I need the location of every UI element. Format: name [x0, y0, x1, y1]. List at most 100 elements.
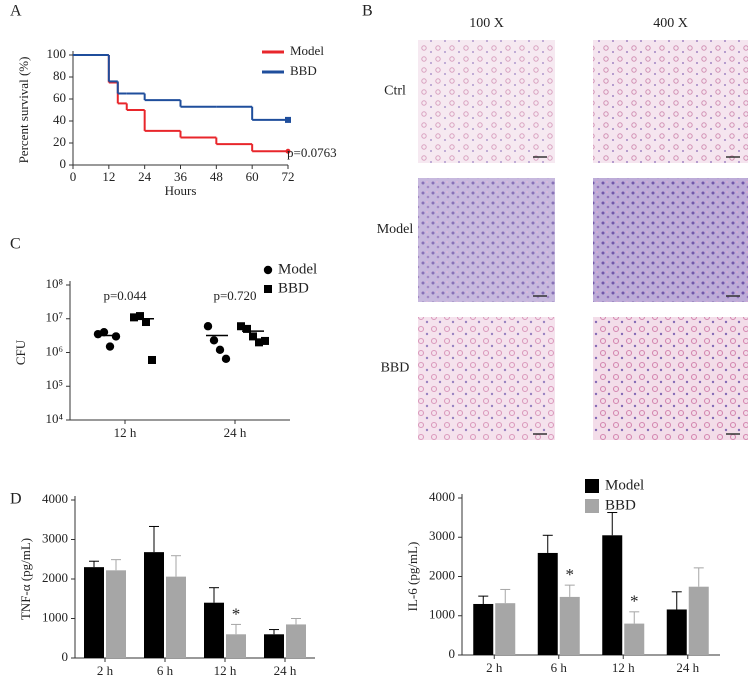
end-marker	[285, 116, 291, 123]
bar	[559, 596, 580, 655]
x-tick-label: 72	[282, 169, 295, 184]
x-tick-label: 60	[246, 169, 259, 184]
p-value: p=0.044	[103, 288, 147, 303]
x-tick-label: 2 h	[97, 663, 114, 678]
y-tick-label: 100	[47, 46, 67, 61]
bar	[166, 576, 186, 658]
bar	[106, 570, 126, 658]
legend-swatch	[585, 499, 599, 513]
point	[130, 313, 138, 322]
bar	[666, 609, 687, 655]
y-axis-label: TNF-α (pg/mL)	[18, 538, 33, 620]
legend-swatch	[585, 479, 599, 493]
row-label: Model	[377, 222, 414, 237]
y-tick-label: 20	[53, 134, 66, 149]
x-tick-label: 12	[102, 169, 115, 184]
x-axis-label: Hours	[165, 183, 197, 198]
point	[99, 327, 109, 337]
x-tick-label: 2 h	[486, 660, 503, 675]
bar	[537, 552, 558, 655]
histology-image	[418, 317, 555, 440]
x-tick-label: 36	[174, 169, 188, 184]
point	[136, 312, 144, 321]
y-axis-label: IL-6 (pg/mL)	[405, 542, 420, 612]
y-axis-label: CFU	[13, 339, 28, 365]
x-tick-label: 12 h	[114, 425, 137, 440]
column-header: 100 X	[469, 16, 504, 31]
legend-swatch	[263, 265, 273, 275]
y-tick-label: 10⁷	[45, 310, 63, 325]
end-marker	[285, 148, 291, 154]
histology-image	[418, 178, 555, 302]
bar	[204, 602, 224, 658]
point	[243, 324, 251, 333]
significance-mark: *	[630, 592, 639, 611]
bar	[286, 624, 306, 658]
y-tick-label: 4000	[429, 489, 455, 504]
panel-label: C	[10, 236, 21, 253]
point	[249, 332, 257, 341]
y-axis-label: Percent survival (%)	[16, 57, 31, 164]
histology-image	[593, 178, 748, 302]
y-tick-label: 3000	[42, 530, 68, 545]
histology-image	[418, 40, 555, 163]
y-tick-label: 60	[53, 90, 66, 105]
legend-label: Model	[605, 477, 644, 493]
bar	[495, 603, 516, 655]
x-tick-label: 6 h	[551, 660, 568, 675]
point	[209, 336, 219, 345]
legend-label: BBD	[605, 497, 636, 513]
point	[221, 354, 231, 364]
y-tick-label: 10⁵	[45, 377, 63, 392]
bar	[264, 634, 284, 658]
y-tick-label: 40	[53, 112, 66, 127]
y-tick-label: 10⁸	[45, 276, 63, 291]
point	[215, 345, 225, 355]
bar	[624, 623, 645, 655]
legend-label: BBD	[290, 63, 317, 78]
x-tick-label: 24 h	[676, 660, 699, 675]
panel-label: B	[362, 3, 373, 20]
point	[255, 338, 263, 347]
y-tick-label: 2000	[42, 570, 68, 585]
y-tick-label: 10⁴	[45, 411, 63, 426]
point	[111, 332, 121, 341]
y-tick-label: 4000	[42, 491, 68, 506]
bar	[84, 567, 104, 658]
point	[142, 318, 150, 327]
legend-label: Model	[278, 261, 317, 277]
panel-label: D	[10, 491, 22, 508]
y-tick-label: 0	[60, 156, 67, 171]
legend-label: Model	[290, 43, 324, 58]
x-tick-label: 6 h	[157, 663, 174, 678]
legend-label: BBD	[278, 280, 309, 296]
column-header: 400 X	[653, 16, 688, 31]
point	[203, 322, 213, 331]
bar	[226, 634, 246, 658]
y-tick-label: 80	[53, 68, 66, 83]
significance-mark: *	[232, 604, 241, 623]
y-tick-label: 2000	[429, 567, 455, 582]
bar	[602, 535, 623, 655]
legend-swatch	[264, 285, 272, 293]
histology-image	[593, 317, 748, 440]
y-tick-label: 1000	[429, 607, 455, 622]
y-tick-label: 1000	[42, 609, 68, 624]
row-label: BBD	[381, 361, 410, 376]
x-tick-label: 24 h	[224, 425, 247, 440]
x-tick-label: 24	[138, 169, 152, 184]
point	[148, 355, 156, 364]
p-value: p=0.720	[213, 288, 256, 303]
y-tick-label: 0	[449, 646, 456, 661]
y-tick-label: 3000	[429, 528, 455, 543]
point	[261, 336, 269, 345]
panel-label: A	[10, 3, 22, 20]
bar	[144, 552, 164, 658]
y-tick-label: 0	[62, 649, 69, 664]
significance-mark: *	[566, 565, 575, 584]
x-tick-label: 24 h	[274, 663, 297, 678]
x-tick-label: 12 h	[214, 663, 237, 678]
x-tick-label: 0	[70, 169, 77, 184]
x-tick-label: 12 h	[612, 660, 635, 675]
